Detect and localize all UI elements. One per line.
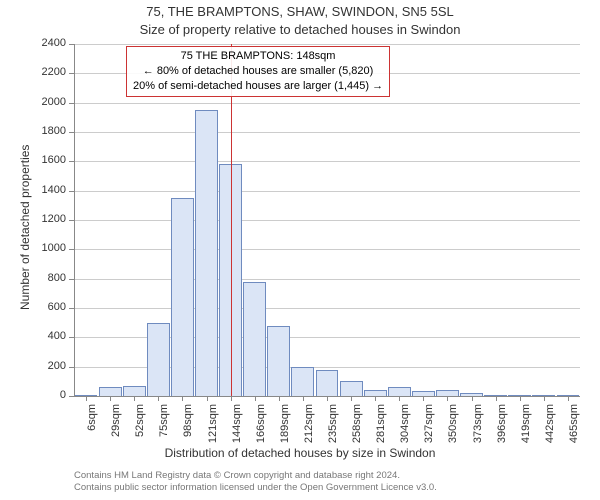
page-title-line2: Size of property relative to detached ho… — [0, 22, 600, 37]
infobox-line2: ← 80% of detached houses are smaller (5,… — [133, 64, 383, 79]
histogram-bar — [388, 387, 411, 396]
gridline — [74, 279, 580, 280]
y-axis-line — [74, 44, 75, 396]
x-tick-label: 144sqm — [231, 404, 243, 454]
histogram-bar — [316, 370, 339, 396]
x-tick-label: 442sqm — [544, 404, 556, 454]
x-tick-label: 304sqm — [399, 404, 411, 454]
x-tick-label: 75sqm — [158, 404, 170, 454]
infobox-line3: 20% of semi-detached houses are larger (… — [133, 79, 383, 94]
x-axis-line — [74, 396, 580, 397]
credit-text: Contains HM Land Registry data © Crown c… — [74, 470, 437, 495]
x-tick-label: 396sqm — [496, 404, 508, 454]
y-tick-label: 1800 — [26, 125, 66, 137]
histogram-bar — [243, 282, 266, 396]
x-tick-label: 98sqm — [182, 404, 194, 454]
y-tick-label: 2000 — [26, 96, 66, 108]
marker-line — [231, 44, 232, 396]
histogram-bar — [171, 198, 194, 396]
gridline — [74, 132, 580, 133]
x-tick-label: 419sqm — [520, 404, 532, 454]
x-tick-label: 6sqm — [86, 404, 98, 454]
histogram-bar — [340, 381, 363, 396]
y-tick-label: 1000 — [26, 242, 66, 254]
x-tick-label: 465sqm — [568, 404, 580, 454]
gridline — [74, 161, 580, 162]
x-tick-label: 258sqm — [351, 404, 363, 454]
credit-line1: Contains HM Land Registry data © Crown c… — [74, 470, 437, 482]
histogram-bar — [123, 386, 146, 396]
credit-line2: Contains public sector information licen… — [74, 482, 437, 494]
y-tick-label: 200 — [26, 360, 66, 372]
y-tick-label: 800 — [26, 272, 66, 284]
y-tick-label: 0 — [26, 389, 66, 401]
x-tick-label: 281sqm — [375, 404, 387, 454]
page-title-line1: 75, THE BRAMPTONS, SHAW, SWINDON, SN5 5S… — [0, 4, 600, 19]
histogram-plot — [74, 44, 580, 396]
gridline — [74, 220, 580, 221]
histogram-bar — [291, 367, 314, 396]
infobox-line1: 75 THE BRAMPTONS: 148sqm — [133, 49, 383, 64]
y-tick-label: 2400 — [26, 37, 66, 49]
gridline — [74, 103, 580, 104]
y-tick-label: 2200 — [26, 66, 66, 78]
y-tick-label: 1600 — [26, 154, 66, 166]
y-tick-label: 1200 — [26, 213, 66, 225]
y-tick-label: 400 — [26, 330, 66, 342]
y-axis-label: Number of detached properties — [18, 145, 32, 310]
histogram-bar — [147, 323, 170, 396]
x-tick-label: 350sqm — [447, 404, 459, 454]
gridline — [74, 249, 580, 250]
x-tick-label: 327sqm — [423, 404, 435, 454]
x-tick-label: 52sqm — [134, 404, 146, 454]
x-tick-label: 29sqm — [110, 404, 122, 454]
x-tick-label: 235sqm — [327, 404, 339, 454]
y-tick-label: 600 — [26, 301, 66, 313]
y-tick-label: 1400 — [26, 184, 66, 196]
property-info-box: 75 THE BRAMPTONS: 148sqm ← 80% of detach… — [126, 46, 390, 97]
gridline — [74, 308, 580, 309]
histogram-bar — [267, 326, 290, 396]
gridline — [74, 191, 580, 192]
gridline — [74, 44, 580, 45]
x-tick-label: 189sqm — [279, 404, 291, 454]
histogram-bar — [195, 110, 218, 396]
histogram-bar — [99, 387, 122, 396]
x-tick-label: 166sqm — [255, 404, 267, 454]
x-tick-label: 373sqm — [472, 404, 484, 454]
x-tick-label: 212sqm — [303, 404, 315, 454]
x-tick-label: 121sqm — [207, 404, 219, 454]
